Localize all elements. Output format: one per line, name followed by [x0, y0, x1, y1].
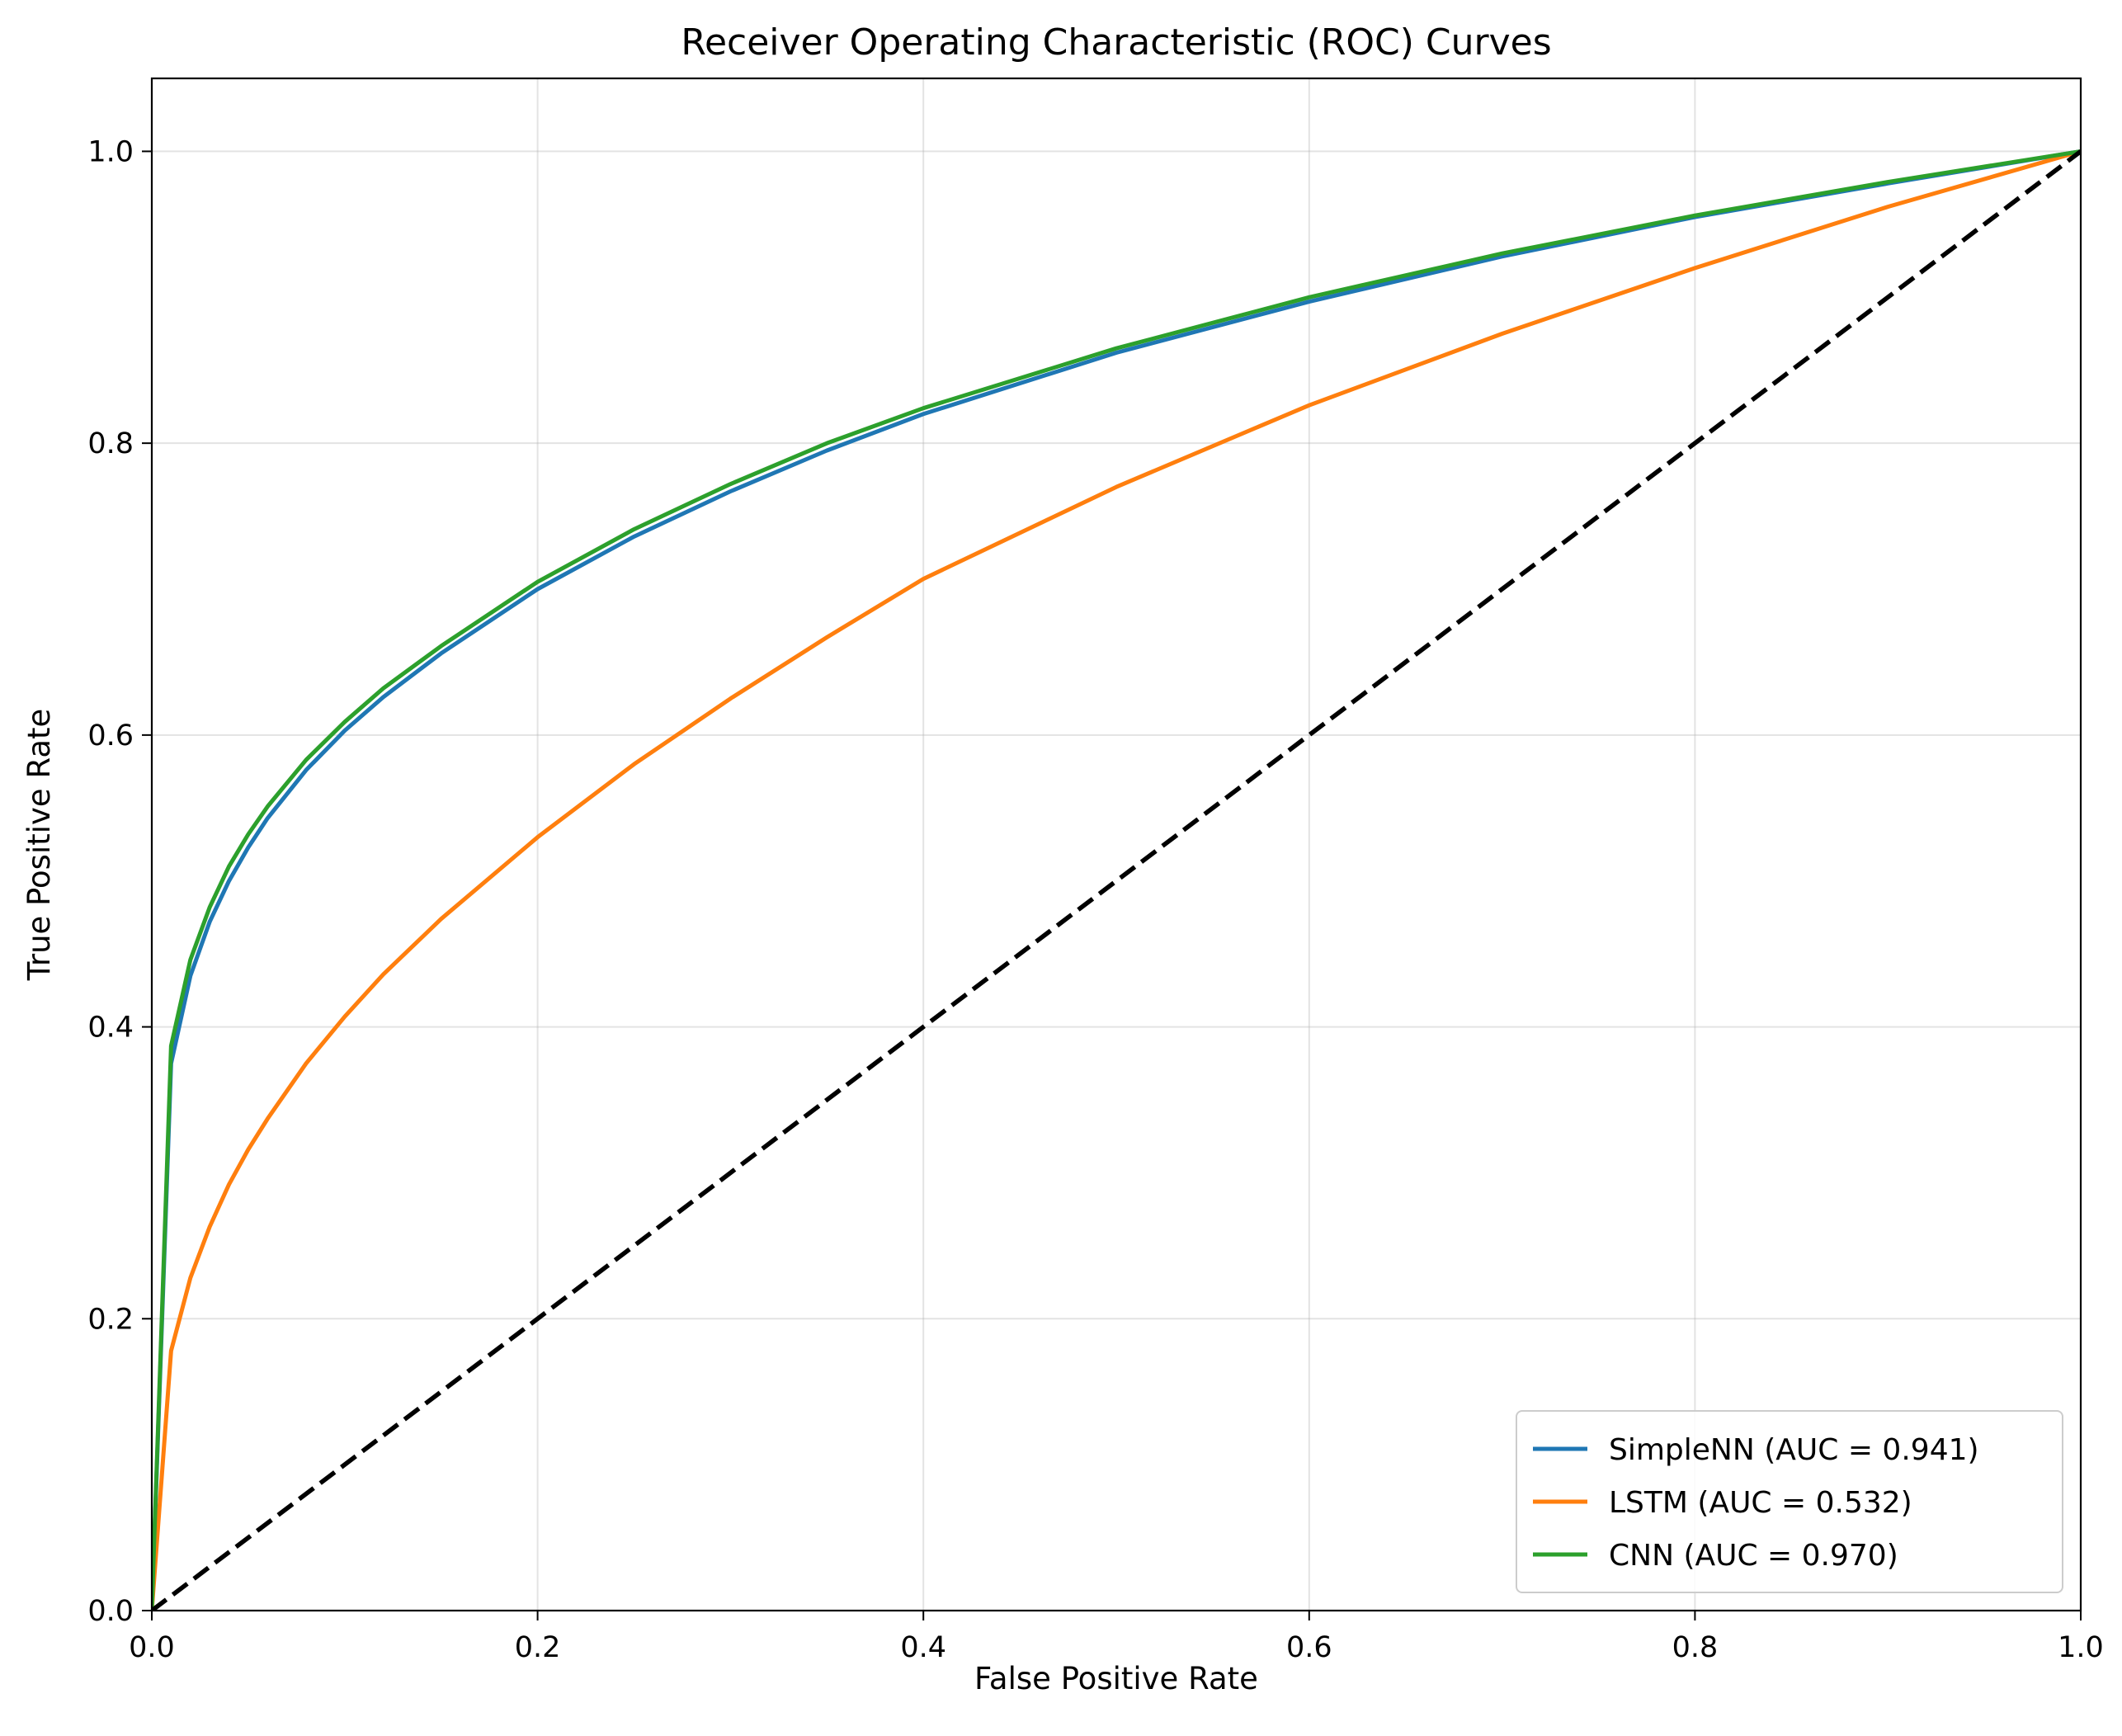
- y-tick-label: 0.0: [87, 1595, 134, 1628]
- x-axis-label: False Positive Rate: [974, 1661, 1258, 1696]
- y-tick-label: 0.6: [87, 719, 134, 752]
- y-axis-label: True Positive Rate: [21, 709, 57, 982]
- axes-frame: [150, 77, 2082, 1612]
- chart-title: Receiver Operating Characteristic (ROC) …: [681, 21, 1551, 64]
- x-tick-label: 0.4: [900, 1631, 946, 1664]
- series-line-0: [152, 149, 2081, 1611]
- x-tick-label: 0.2: [515, 1631, 561, 1664]
- curves: [152, 149, 2081, 1611]
- y-tick-label: 1.0: [87, 135, 134, 168]
- legend: SimpleNN (AUC = 0.941) LSTM (AUC = 0.532)…: [1516, 1410, 2063, 1593]
- legend-label-2: CNN (AUC = 0.970): [1609, 1539, 1898, 1573]
- grid: [151, 78, 2082, 1611]
- legend-label-0: SimpleNN (AUC = 0.941): [1609, 1433, 1979, 1467]
- x-tick-label: 0.8: [1672, 1631, 1719, 1664]
- legend-box: [1516, 1410, 2063, 1593]
- legend-label-1: LSTM (AUC = 0.532): [1609, 1486, 1912, 1520]
- series-line-1: [152, 149, 2081, 1611]
- y-tick-label: 0.4: [87, 1012, 134, 1045]
- y-tick-label: 0.2: [87, 1303, 134, 1336]
- x-tick-label: 0.6: [1286, 1631, 1332, 1664]
- x-tick-label: 1.0: [2058, 1631, 2104, 1664]
- ticks: 0.0 0.2 0.4 0.6 0.8 1.0 0.0 0.2 0.4 0.6 0.8 1.0: [87, 135, 2104, 1664]
- x-tick-label: 0.0: [129, 1631, 175, 1664]
- reference-diagonal-line: [152, 149, 2081, 1611]
- y-tick-label: 0.8: [87, 427, 134, 460]
- series-line-2: [152, 149, 2081, 1611]
